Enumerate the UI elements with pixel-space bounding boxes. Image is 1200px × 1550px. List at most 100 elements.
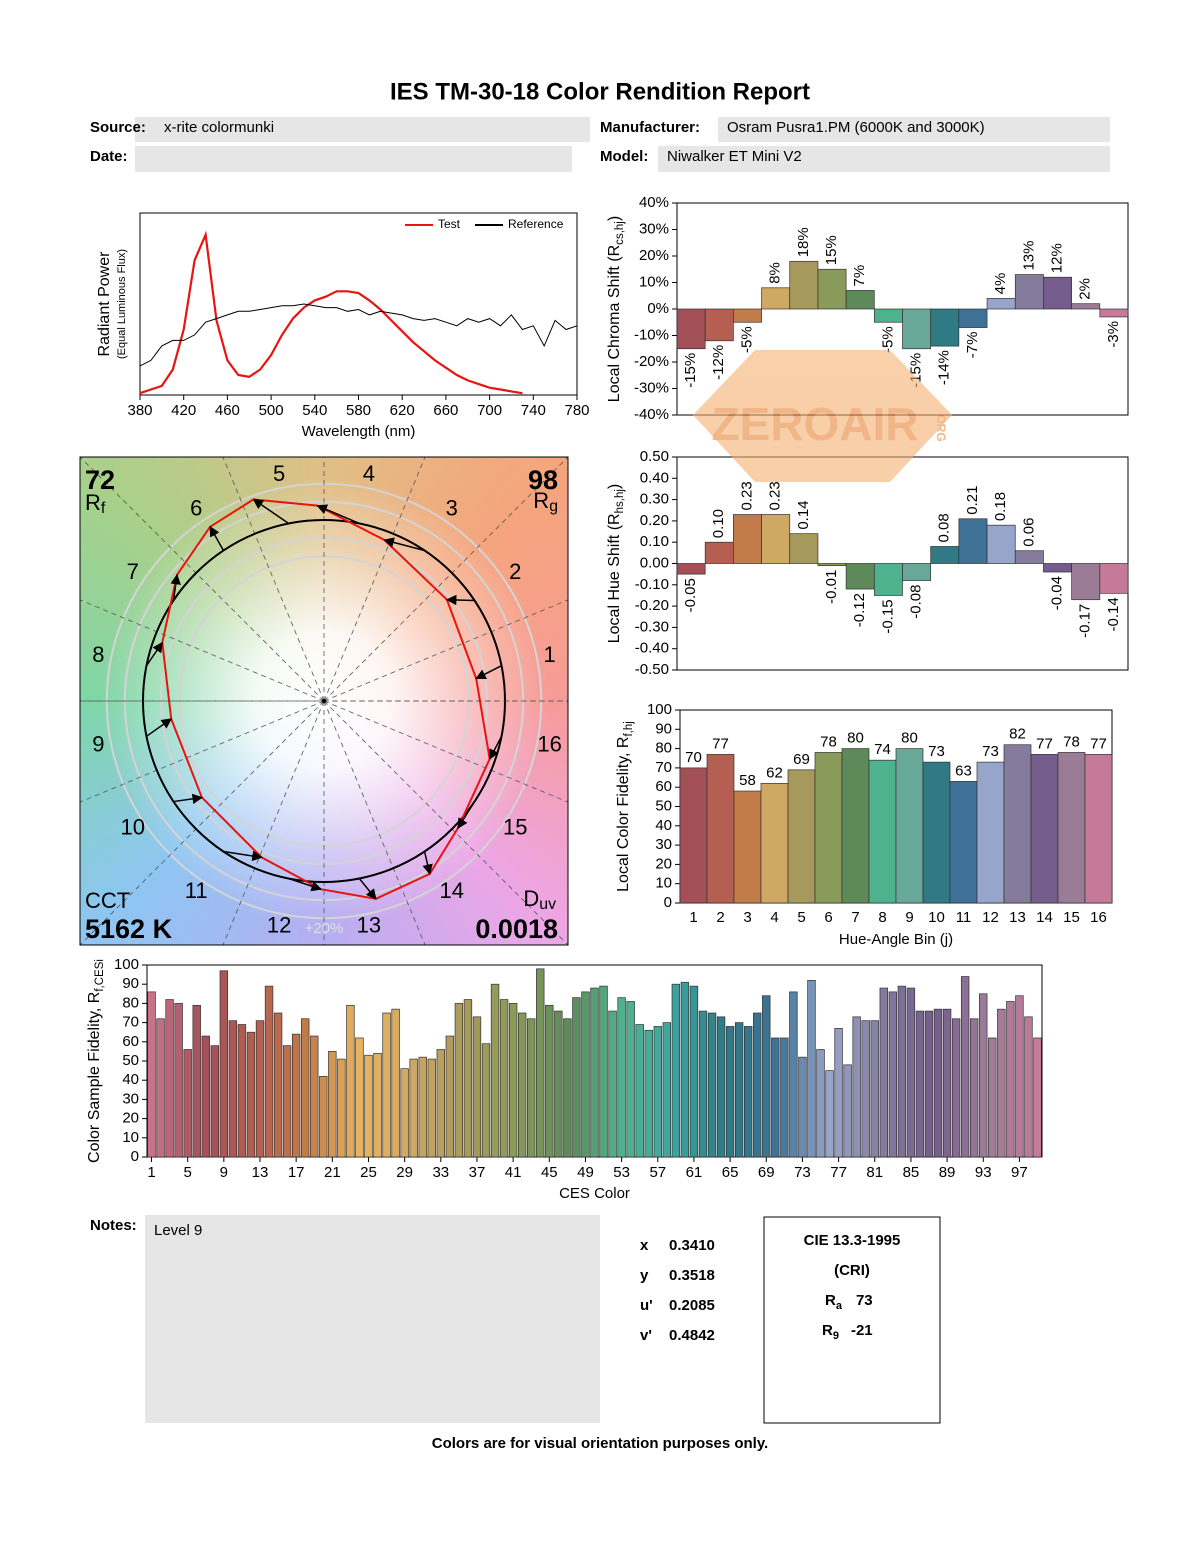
bar [870,1020,879,1158]
bar [201,1035,210,1158]
bar [1043,276,1072,310]
bar [743,1026,753,1158]
value-label: -0.14 [1105,597,1122,631]
x-tick-label: 460 [215,402,240,419]
colorimetry-value: 0.4842 [669,1327,715,1344]
bar [599,985,608,1158]
bar [733,308,762,323]
value-label: 0.21 [964,486,981,515]
notes-label: Notes: [90,1217,137,1234]
bar [1030,754,1059,904]
bar [1057,752,1086,904]
bar [817,563,847,566]
value-label: 73 [982,743,999,760]
x-tick-label: 5 [184,1164,192,1181]
y-tick-label: 0.20 [640,512,669,529]
bar [698,1010,708,1158]
bar [789,991,798,1158]
bar [949,781,978,904]
bar [817,268,847,310]
value-label: 0.23 [767,481,784,510]
bar [942,1008,952,1158]
x-tick-label: 13 [1009,909,1026,926]
y-tick-label: 20 [655,855,672,872]
value-label: 58 [739,772,756,789]
value-label: -3% [1105,321,1122,348]
y-tick-label: 80 [655,740,672,757]
x-tick-label: 9 [905,909,913,926]
x-tick-label: 500 [259,402,284,419]
vector-frame [79,456,569,946]
bar [868,759,897,904]
x-tick-label: 77 [830,1164,847,1181]
y-tick-label: -10% [634,326,669,343]
value-label: 7% [851,265,868,287]
bar [841,748,870,904]
y-tick-label: 90 [122,975,139,992]
field-label: Source: [90,119,146,136]
shift-arrow [358,878,377,900]
subscript: f,hj [623,721,635,736]
value-label: 4% [992,273,1009,295]
x-tick-label: 69 [758,1164,775,1181]
x-axis-label: Hue-Angle Bin (j) [839,931,953,948]
x-tick-label: 1 [147,1164,155,1181]
value-label: 70 [685,749,702,766]
x-tick-label: 14 [1036,909,1053,926]
x-tick-label: 53 [613,1164,630,1181]
x-axis-label: CES Color [559,1185,630,1202]
x-tick-label: 5 [797,909,805,926]
value-label: 13% [1020,241,1037,271]
bar [902,563,932,581]
bar [845,290,875,310]
bar [563,1018,572,1158]
bar [554,1010,563,1158]
bar [704,308,734,342]
value-label: -5% [879,326,896,353]
y-tick-label: -0.50 [635,661,669,678]
bar [572,997,581,1158]
value-label: 2% [1077,278,1094,300]
x-tick-label: 57 [649,1164,666,1181]
x-tick-label: 16 [1090,909,1107,926]
field-value: Osram Pusra1.PM (6000K and 3000K) [727,119,985,136]
value-label: -0.17 [1077,604,1094,638]
x-tick-label: 6 [824,909,832,926]
bar [273,1012,283,1158]
y-tick-label: 100 [114,956,139,973]
rg-value: 98 [528,465,558,495]
duv-label: Duv [523,886,556,913]
cri-ra: Ra 73 [825,1292,873,1312]
watermark: ZEROAIR ORG [693,350,952,482]
bar [436,1049,446,1158]
y-axis-label: Local Color Fidelity, Rf,hj [615,721,635,892]
bar [873,308,903,323]
y-tick-label: 10 [655,875,672,892]
watermark-badge [693,350,952,482]
subscript: uv [539,896,556,913]
colorimetry-value: 0.3410 [669,1237,715,1254]
x-tick-label: 660 [433,402,458,419]
y-tick-label: -0.10 [635,576,669,593]
value-label: 18% [795,227,812,257]
value: 73 [856,1292,873,1309]
subscript: 9 [833,1330,839,1342]
label-part: D [523,886,539,911]
label: R [822,1322,833,1339]
rg-label: Rg [533,488,558,515]
bar [706,754,735,904]
y-tick-label: 0.50 [640,448,669,465]
value-label: -0.08 [908,585,925,619]
y-tick-label: -30% [634,379,669,396]
scale-label: +20% [305,920,344,937]
y-tick-label: 20% [639,247,669,264]
bin-label: 11 [185,878,208,903]
y-tick-label: 20 [122,1110,139,1127]
bar [979,993,988,1158]
bar [816,1049,825,1158]
bar [626,1001,635,1158]
label-part: Local Color Fidelity, R [615,737,632,892]
shift-arrow [288,877,322,892]
value-label: 73 [928,743,945,760]
bin-label: 16 [537,732,561,757]
